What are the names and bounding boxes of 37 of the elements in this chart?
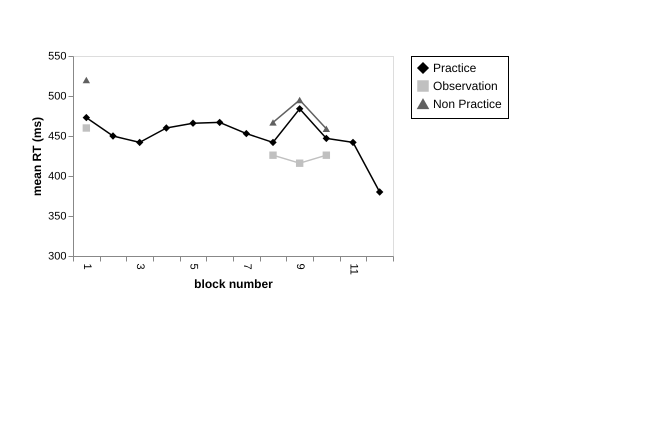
y-tick-label: 550 (48, 50, 66, 62)
point (296, 159, 304, 167)
y-axis-title: mean RT (ms) (30, 116, 44, 196)
point (322, 134, 330, 142)
y-tick-label: 400 (48, 170, 66, 182)
point (322, 151, 330, 159)
point (82, 124, 90, 132)
legend-label: Practice (433, 61, 477, 75)
point (82, 76, 90, 84)
legend-label: Observation (433, 79, 498, 93)
point (269, 119, 277, 126)
point (162, 124, 170, 132)
point (322, 126, 330, 132)
point (349, 138, 357, 146)
x-tick-label: 5 (188, 264, 200, 270)
x-tick-label: 3 (134, 264, 146, 270)
point (296, 105, 304, 113)
x-tick-label: 11 (348, 264, 360, 275)
x-tick-label: 1 (80, 264, 93, 270)
point (109, 132, 117, 140)
y-tick-label: 450 (48, 130, 66, 142)
x-axis-title: block number (194, 276, 274, 291)
point (189, 119, 197, 127)
point (216, 118, 224, 126)
y-tick-label: 500 (48, 90, 66, 102)
legend-label: Non Practice (433, 97, 502, 111)
point (136, 138, 144, 146)
point (242, 130, 250, 138)
point (296, 96, 304, 104)
y-tick-label: 300 (48, 250, 66, 262)
point (376, 188, 384, 196)
y-tick-label: 350 (48, 210, 66, 222)
point (269, 138, 277, 146)
x-tick-label: 9 (294, 264, 306, 270)
x-tick-label: 7 (240, 264, 253, 270)
point (269, 151, 277, 159)
point (82, 114, 90, 122)
